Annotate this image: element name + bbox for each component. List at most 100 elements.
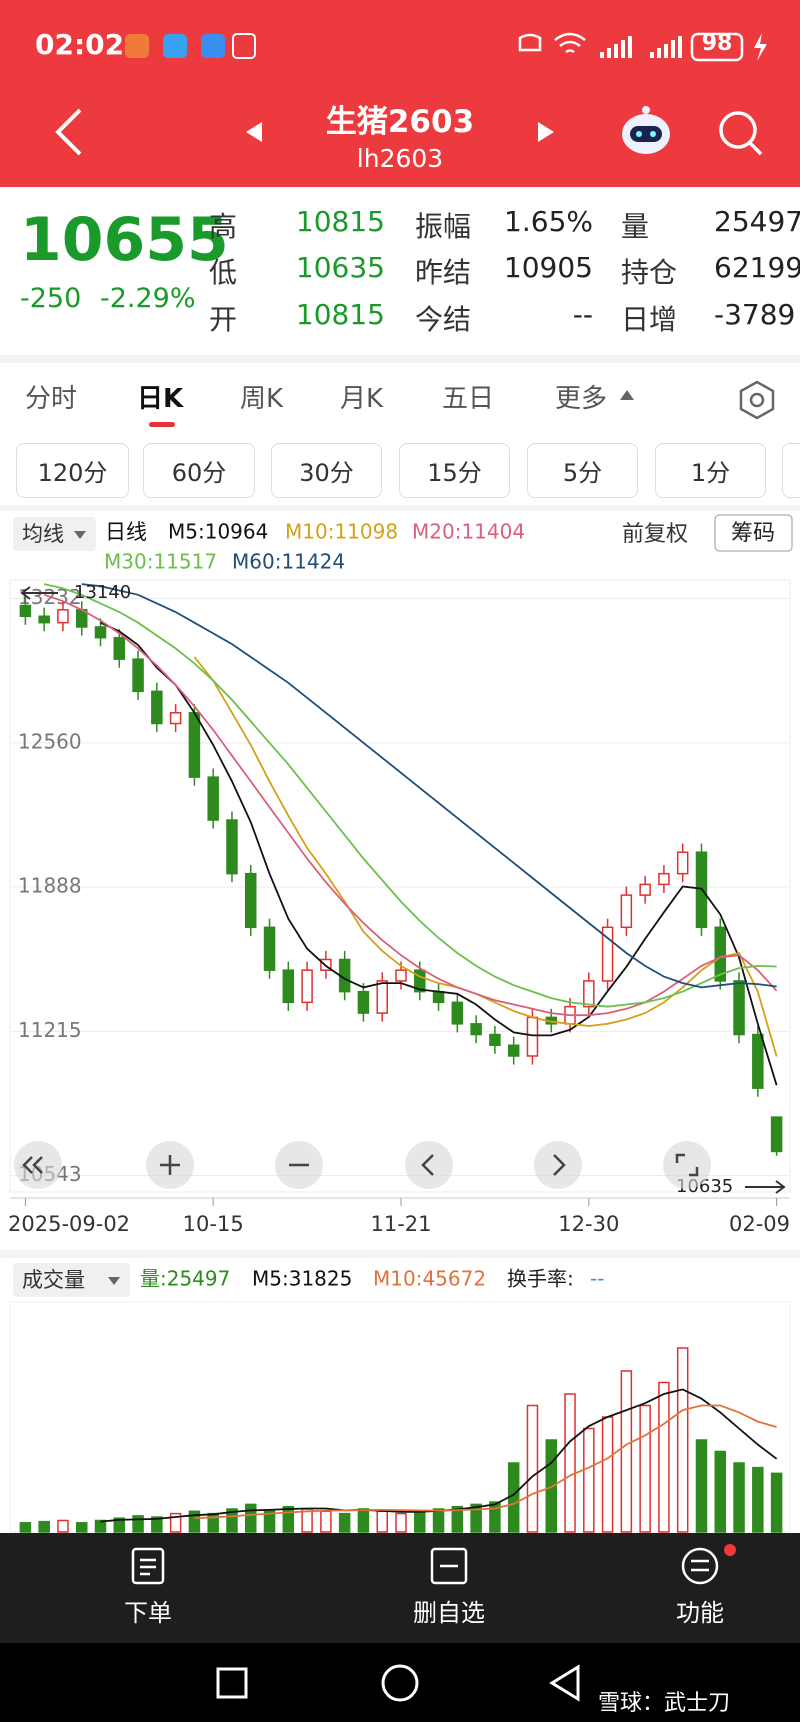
candle-body bbox=[151, 690, 163, 725]
volume-bar bbox=[151, 1516, 163, 1533]
tab-underline bbox=[149, 422, 175, 427]
status-icons bbox=[125, 33, 256, 59]
zoom-button[interactable] bbox=[405, 1141, 453, 1189]
field-label: 振幅 bbox=[415, 210, 472, 243]
adjust-label: 前复权 bbox=[622, 522, 688, 547]
next-icon[interactable] bbox=[538, 122, 554, 142]
volume-bar bbox=[357, 1508, 370, 1533]
divider bbox=[0, 1250, 800, 1258]
zoom-button[interactable] bbox=[14, 1141, 62, 1189]
ma-line bbox=[43, 583, 777, 1008]
price-change-pct: -2.29% bbox=[100, 283, 196, 314]
field-value: 25497 bbox=[714, 205, 800, 238]
contract-code: lh2603 bbox=[356, 144, 444, 173]
assistant-icon[interactable] bbox=[622, 106, 670, 154]
recent-button[interactable] bbox=[216, 1667, 248, 1699]
volume-bar bbox=[38, 1520, 50, 1533]
contract-name: 生猪2603 bbox=[325, 104, 475, 140]
zoom-button[interactable] bbox=[534, 1141, 582, 1189]
candle-body bbox=[658, 872, 670, 886]
nav-button[interactable]: 功能 bbox=[676, 1599, 724, 1627]
volume-bar bbox=[263, 1510, 276, 1533]
menu-arrow bbox=[108, 1277, 120, 1285]
volume-bar bbox=[545, 1439, 557, 1533]
volume-bar bbox=[695, 1439, 708, 1533]
interval-button[interactable]: 1分 bbox=[655, 443, 766, 498]
period-tab[interactable]: 日K bbox=[137, 384, 184, 414]
volume-bar bbox=[94, 1519, 107, 1533]
zoom-icon bbox=[421, 1154, 434, 1176]
candle-body bbox=[94, 626, 107, 639]
nav-icons bbox=[55, 106, 763, 156]
divider bbox=[0, 355, 800, 363]
field-label: 持仓 bbox=[621, 256, 678, 289]
period-tab[interactable]: 更多 bbox=[555, 384, 608, 414]
volume-bar bbox=[376, 1510, 388, 1533]
plot-frame bbox=[9, 579, 791, 1193]
volume-bar bbox=[282, 1505, 295, 1533]
candle-body bbox=[601, 926, 614, 982]
ma-legend: M30:11517 bbox=[104, 550, 217, 574]
volume-bar bbox=[75, 1522, 88, 1533]
candle-body bbox=[57, 609, 69, 624]
ma-legend: M20:11404 bbox=[412, 520, 525, 544]
volume-ma-legend: M5:31825 bbox=[252, 1267, 352, 1291]
volume-bar bbox=[676, 1347, 689, 1533]
interval-button[interactable]: 15分 bbox=[399, 443, 510, 498]
candle-body bbox=[752, 1033, 764, 1089]
field-value: 10815 bbox=[295, 298, 385, 331]
battery-level: 98 bbox=[701, 31, 733, 56]
back-icon[interactable] bbox=[55, 108, 82, 156]
volume-ma-line bbox=[100, 1388, 778, 1523]
interval-button[interactable]: 60分 bbox=[143, 443, 255, 498]
candle-body bbox=[113, 636, 126, 660]
candle-body bbox=[357, 990, 370, 1014]
indicator-menu-button[interactable] bbox=[13, 517, 96, 551]
field-label: 高 bbox=[209, 210, 238, 243]
high-marker: 13140 bbox=[74, 582, 131, 603]
period-tab[interactable]: 月K bbox=[340, 384, 384, 414]
clock: 02:02 bbox=[35, 28, 125, 61]
volume-bar bbox=[583, 1427, 595, 1533]
x-tick-label: 10-15 bbox=[183, 1212, 244, 1236]
zoom-button[interactable] bbox=[663, 1141, 711, 1189]
candle-body bbox=[432, 990, 445, 1004]
candle-body bbox=[188, 712, 201, 778]
candle-body bbox=[451, 1001, 464, 1025]
ma-legend: M10:11098 bbox=[285, 520, 398, 544]
home-button[interactable] bbox=[381, 1664, 419, 1702]
chips-button[interactable] bbox=[714, 514, 793, 552]
volume-menu-button[interactable] bbox=[13, 1263, 130, 1297]
settings-icon[interactable] bbox=[735, 378, 779, 422]
field-label: 日增 bbox=[621, 303, 678, 336]
candle-body bbox=[583, 980, 595, 1008]
nav-icons bbox=[131, 1544, 736, 1585]
interval-button[interactable]: 30分 bbox=[271, 443, 382, 498]
turnover-value: -- bbox=[590, 1267, 604, 1291]
prev-icon[interactable] bbox=[246, 122, 262, 142]
back-button[interactable] bbox=[549, 1664, 580, 1702]
candle-body bbox=[714, 926, 727, 982]
nav-button[interactable]: 删自选 bbox=[413, 1599, 485, 1627]
interval-button[interactable]: 120分 bbox=[16, 443, 129, 498]
x-tick-label: 12-30 bbox=[558, 1212, 619, 1236]
period-tab[interactable]: 周K bbox=[240, 384, 284, 414]
period-label: 日线 bbox=[105, 520, 147, 544]
volume-bar bbox=[169, 1512, 182, 1533]
search-icon[interactable] bbox=[719, 111, 763, 156]
field-label: 量 bbox=[621, 210, 650, 243]
period-tab[interactable]: 分时 bbox=[25, 384, 78, 414]
turnover-label: 换手率: bbox=[507, 1267, 574, 1291]
header-bar: 02:02 98 生猪2603 lh2603 bbox=[0, 0, 800, 187]
volume-bar bbox=[414, 1510, 426, 1533]
period-tab[interactable]: 五日 bbox=[442, 384, 495, 414]
volume-bar bbox=[601, 1416, 614, 1533]
price-change: -250 bbox=[20, 283, 82, 314]
ma-line bbox=[100, 621, 778, 1086]
interval-button[interactable] bbox=[782, 443, 800, 498]
interval-button[interactable]: 5分 bbox=[527, 443, 638, 498]
nav-button[interactable]: 下单 bbox=[124, 1599, 172, 1627]
candle-body bbox=[169, 712, 182, 725]
field-label: 今结 bbox=[415, 303, 472, 336]
indicator-menu: 均线 bbox=[22, 522, 64, 546]
